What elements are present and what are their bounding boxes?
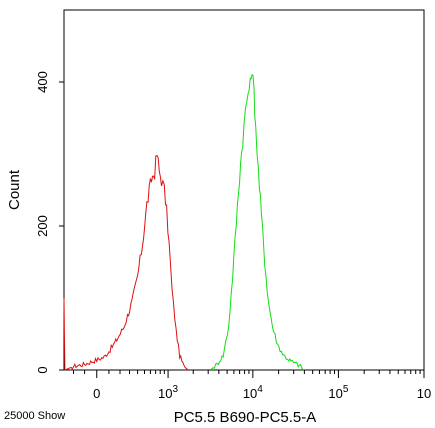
histogram-series-2: [210, 74, 304, 371]
y-tick-label: 200: [35, 215, 50, 237]
x-axis-title: PC5.5 B690-PC5.5-A: [174, 409, 317, 426]
x-tick-label: 0: [93, 386, 100, 401]
histogram-series-1: [63, 154, 189, 371]
x-tick-label: 105: [328, 384, 348, 401]
y-axis: 0 200 400: [35, 71, 64, 374]
x-tick-label: 10: [417, 386, 431, 401]
footnote: 25000 Show: [4, 410, 65, 422]
x-axis: 0 103 104 105 10: [73, 370, 431, 401]
plot-frame: [63, 9, 425, 371]
x-tick-label: 104: [243, 384, 263, 401]
x-tick-label: 103: [158, 384, 178, 401]
y-tick-label: 0: [35, 366, 50, 373]
y-tick-label: 400: [35, 71, 50, 93]
y-axis-title: Count: [6, 169, 23, 210]
series-layer: [63, 74, 304, 371]
